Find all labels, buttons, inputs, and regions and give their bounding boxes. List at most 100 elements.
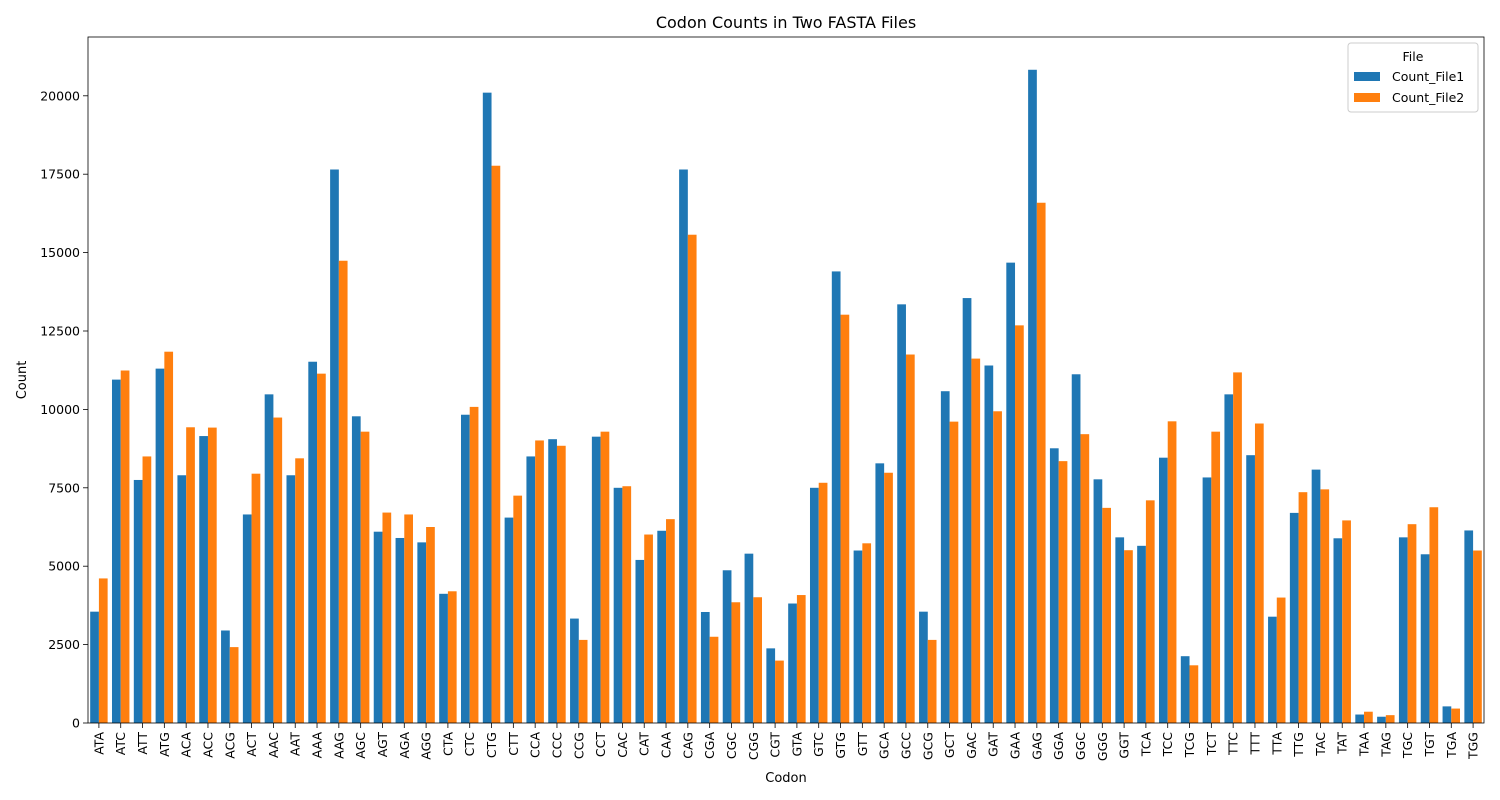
x-tick-label-gca: GCA: [877, 732, 892, 759]
bar-tgg-count-file2: [1473, 550, 1482, 723]
bar-ccc-count-file2: [556, 445, 566, 723]
x-tick-label-tta: TTA: [1269, 732, 1284, 756]
bar-cga-count-file2: [709, 636, 719, 723]
bar-acg-count-file1: [221, 630, 230, 723]
bar-cta-count-file2: [447, 591, 457, 723]
bar-tgt-count-file1: [1420, 554, 1430, 723]
bar-agt-count-file1: [373, 531, 383, 723]
bar-ctc-count-file2: [469, 406, 479, 723]
bar-gta-count-file1: [788, 603, 797, 723]
chart-title: Codon Counts in Two FASTA Files: [656, 13, 916, 32]
bar-ctg-count-file1: [482, 92, 492, 723]
bar-tga-count-file1: [1442, 706, 1452, 723]
bar-gaa-count-file2: [1015, 325, 1024, 723]
bar-act-count-file2: [251, 473, 261, 723]
bar-tta-count-file1: [1268, 616, 1277, 723]
x-tick-label-gtc: GTC: [811, 732, 826, 757]
x-tick-label-aag: AAG: [331, 732, 346, 759]
x-tick-label-cgt: CGT: [768, 732, 783, 758]
bar-act-count-file1: [242, 514, 252, 723]
y-tick-label: 15000: [40, 245, 80, 260]
bar-ctt-count-file1: [504, 517, 514, 723]
bar-acc-count-file1: [199, 436, 208, 723]
x-tick-label-gac: GAC: [964, 732, 979, 759]
bar-ttt-count-file2: [1254, 423, 1264, 723]
y-tick-label: 2500: [48, 637, 80, 652]
bar-tat-count-file1: [1333, 538, 1343, 723]
x-tick-label-agc: AGC: [353, 732, 368, 759]
legend-swatch-count-file2: [1354, 93, 1380, 102]
x-tick-label-gcc: GCC: [898, 732, 913, 759]
x-tick-label-aga: AGA: [397, 732, 412, 759]
bar-ctt-count-file2: [513, 495, 523, 723]
x-tick-label-cat: CAT: [637, 732, 652, 756]
bar-gcc-count-file1: [897, 304, 906, 723]
bar-acg-count-file2: [229, 647, 239, 723]
bar-ccg-count-file1: [570, 618, 579, 723]
bar-cta-count-file1: [439, 593, 448, 723]
x-tick-label-ata: ATA: [91, 732, 106, 755]
bar-aga-count-file2: [404, 514, 413, 723]
bar-tcc-count-file2: [1167, 421, 1177, 723]
x-tick-label-acc: ACC: [200, 732, 215, 758]
x-tick-label-agt: AGT: [375, 732, 390, 758]
bar-gac-count-file1: [962, 298, 972, 723]
bar-gct-count-file2: [949, 421, 959, 723]
bar-gtt-count-file1: [853, 550, 863, 723]
bar-tct-count-file2: [1211, 431, 1221, 723]
bar-agc-count-file2: [360, 431, 370, 723]
bar-tac-count-file1: [1311, 469, 1321, 723]
bar-cct-count-file2: [600, 431, 610, 723]
y-tick-label: 12500: [40, 324, 80, 339]
legend-label-count-file2: Count_File2: [1392, 90, 1464, 105]
x-tick-label-gct: GCT: [942, 732, 957, 758]
bar-tcc-count-file1: [1158, 457, 1168, 723]
bar-agt-count-file2: [382, 512, 392, 723]
bar-agc-count-file1: [351, 416, 361, 723]
x-tick-label-tcg: TCG: [1182, 732, 1197, 758]
bar-gat-count-file2: [993, 411, 1002, 723]
bar-tcg-count-file2: [1189, 665, 1199, 723]
bar-ata-count-file1: [90, 611, 99, 723]
bar-acc-count-file2: [207, 427, 217, 723]
bar-tca-count-file1: [1137, 545, 1146, 723]
axes-frame: [87, 36, 1485, 724]
bar-cac-count-file2: [622, 486, 632, 723]
x-tick-label-cct: CCT: [593, 732, 608, 757]
y-tick-label: 17500: [40, 167, 80, 182]
bar-cca-count-file2: [535, 440, 544, 723]
bar-atg-count-file1: [155, 368, 165, 723]
bar-aat-count-file2: [295, 458, 304, 723]
bar-aaa-count-file1: [308, 361, 318, 723]
bar-att-count-file2: [142, 456, 152, 723]
bar-aaa-count-file2: [317, 373, 326, 723]
bar-cgc-count-file1: [722, 570, 732, 723]
bar-aca-count-file1: [177, 475, 187, 723]
bar-tgt-count-file2: [1429, 507, 1439, 723]
bar-cag-count-file1: [679, 169, 688, 723]
bar-gca-count-file1: [875, 463, 885, 723]
x-tick-label-aca: ACA: [179, 732, 194, 758]
x-tick-label-caa: CAA: [659, 732, 674, 759]
bar-tag-count-file1: [1377, 716, 1386, 723]
bar-gat-count-file1: [984, 365, 994, 723]
x-tick-label-tga: TGA: [1444, 732, 1459, 759]
x-tick-label-aat: AAT: [288, 732, 303, 756]
bar-tct-count-file1: [1202, 477, 1212, 723]
x-tick-label-ggc: GGC: [1073, 732, 1088, 760]
bar-gct-count-file1: [940, 391, 950, 723]
y-axis: 0 2500 5000 7500 10000 12500 15000 17500 20000: [40, 88, 88, 731]
bar-cca-count-file1: [526, 456, 536, 723]
y-tick-label: 10000: [40, 402, 80, 417]
bar-caa-count-file2: [666, 519, 675, 723]
x-tick-label-tct: TCT: [1204, 732, 1219, 757]
bar-cct-count-file1: [591, 436, 601, 723]
bar-gtg-count-file1: [831, 271, 841, 723]
x-tick-label-tca: TCA: [1138, 732, 1153, 758]
legend-swatch-count-file1: [1354, 72, 1380, 81]
x-tick-label-ttc: TTC: [1226, 732, 1241, 756]
x-axis-label: Codon: [765, 771, 806, 786]
bar-aga-count-file1: [395, 537, 405, 723]
bar-tac-count-file2: [1320, 489, 1330, 723]
